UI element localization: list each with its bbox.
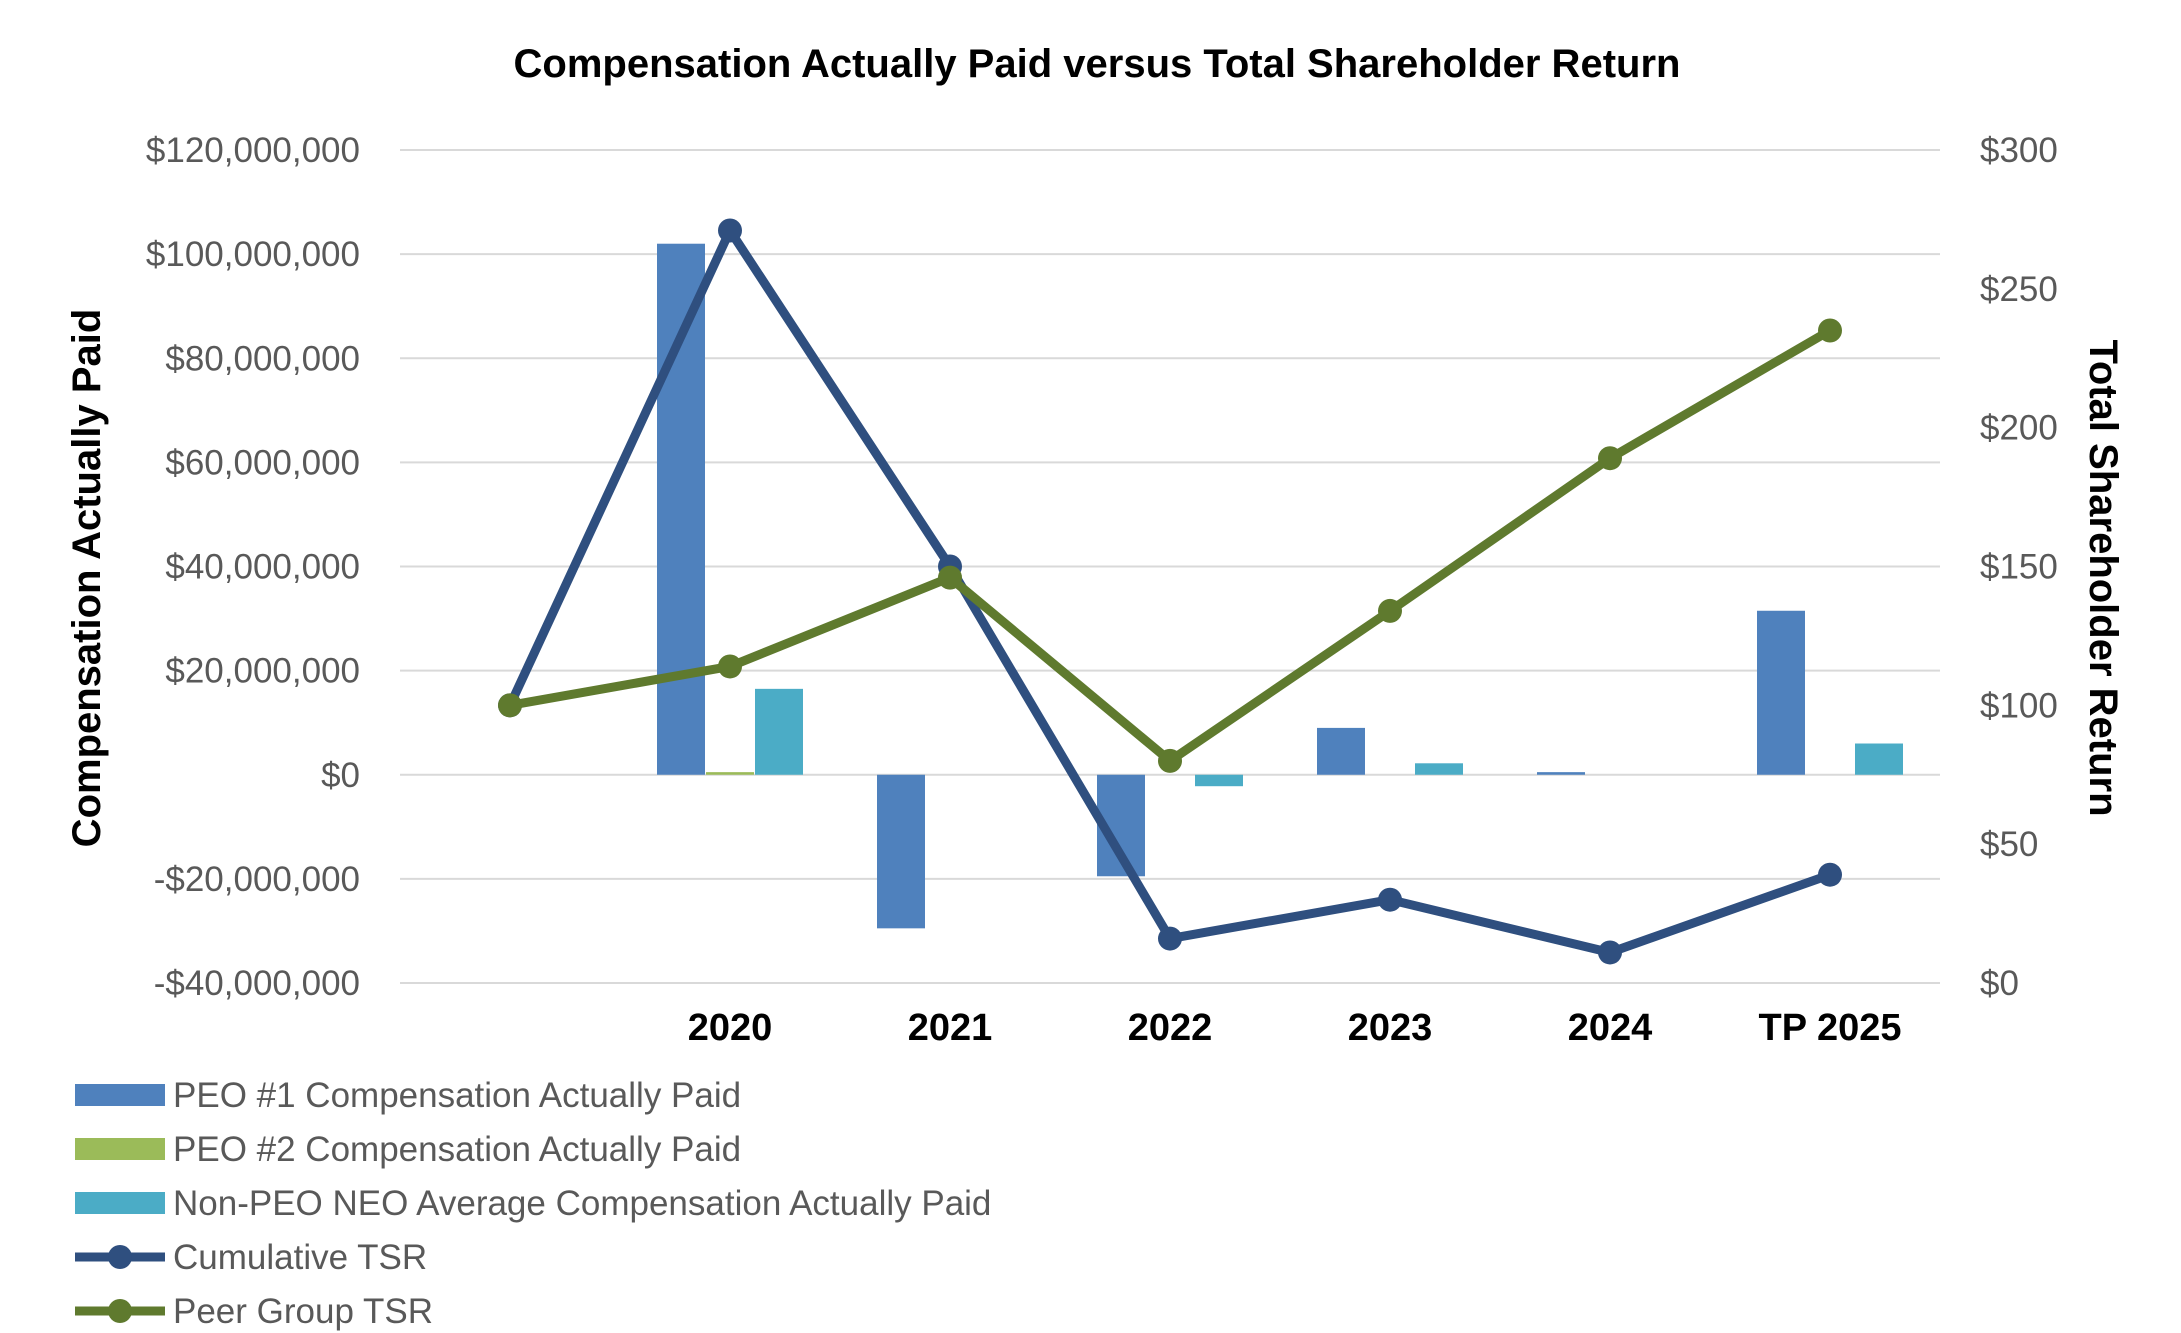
category-label: TP 2025 (1759, 1007, 1902, 1049)
left-axis-title: Compensation Actually Paid (65, 309, 109, 848)
right-tick-label: $200 (1980, 409, 2058, 448)
left-tick-label: $60,000,000 (165, 443, 360, 482)
chart-title: Compensation Actually Paid versus Total … (514, 42, 1681, 86)
category-label: 2022 (1128, 1007, 1213, 1049)
point-peer-group-tsr (1818, 318, 1842, 343)
right-tick-label: $300 (1980, 131, 2058, 170)
right-tick-label: $150 (1980, 548, 2058, 587)
bar-non-peo-neo-average-compensation-actually-paid-2023 (1415, 763, 1463, 775)
gridlines (400, 149, 1940, 984)
point-peer-group-tsr (1378, 598, 1402, 623)
point-peer-group-tsr (938, 565, 962, 590)
left-tick-label: $120,000,000 (146, 131, 360, 170)
left-tick-label: $100,000,000 (146, 235, 360, 274)
bar-peo-1-compensation-actually-paid-2024 (1537, 772, 1585, 775)
legend-label: Cumulative TSR (173, 1238, 427, 1277)
right-tick-label: $250 (1980, 270, 2058, 309)
line-peer-group-tsr (505, 325, 1835, 766)
left-axis-ticks: -$40,000,000 -$20,000,000 $0 $20,000,000 $40… (146, 131, 360, 1003)
bars (657, 243, 1903, 929)
category-label: 2023 (1348, 1007, 1433, 1049)
bar-non-peo-neo-average-compensation-actually-paid-tp-2025 (1855, 743, 1903, 775)
point-peer-group-tsr (1158, 748, 1182, 773)
legend-label: Peer Group TSR (173, 1292, 433, 1331)
point-peer-group-tsr (718, 654, 742, 679)
bar-peo-1-compensation-actually-paid-2020 (657, 243, 705, 775)
bar-peo-1-compensation-actually-paid-2021 (877, 774, 925, 929)
point-cumulative-tsr (1598, 940, 1622, 965)
category-label: 2021 (908, 1007, 993, 1049)
bar-non-peo-neo-average-compensation-actually-paid-2022 (1195, 774, 1243, 787)
left-tick-label: $20,000,000 (165, 652, 360, 691)
line-cumulative-tsr (505, 226, 1835, 957)
legend-swatch (75, 1084, 165, 1106)
x-axis-categories: 2020 2021 2022 2023 2024 TP 2025 (688, 1007, 1902, 1049)
category-label: 2024 (1568, 1007, 1653, 1049)
legend-swatch (75, 1138, 165, 1160)
right-tick-label: $0 (1980, 964, 2019, 1003)
right-axis-ticks: $0 $50 $100 $150 $200 $250 $300 (1980, 131, 2058, 1003)
bar-peo-2-compensation-actually-paid-2020 (706, 772, 754, 775)
left-tick-label: -$20,000,000 (154, 860, 360, 899)
legend-label: PEO #2 Compensation Actually Paid (173, 1130, 741, 1169)
bar-non-peo-neo-average-compensation-actually-paid-2020 (755, 688, 803, 775)
point-peer-group-tsr (1598, 446, 1622, 471)
legend: PEO #1 Compensation Actually Paid PEO #2 … (75, 1076, 991, 1331)
bar-peo-1-compensation-actually-paid-tp-2025 (1757, 610, 1805, 775)
point-cumulative-tsr (1378, 887, 1402, 912)
right-tick-label: $100 (1980, 686, 2058, 725)
left-tick-label: $40,000,000 (165, 548, 360, 587)
point-cumulative-tsr (718, 218, 742, 243)
right-tick-label: $50 (1980, 825, 2038, 864)
bar-peo-1-compensation-actually-paid-2023 (1317, 727, 1365, 775)
legend-marker (108, 1245, 132, 1269)
point-cumulative-tsr (1818, 862, 1842, 887)
point-peer-group-tsr (498, 693, 522, 718)
legend-label: PEO #1 Compensation Actually Paid (173, 1076, 741, 1115)
legend-swatch (75, 1192, 165, 1214)
left-tick-label: $0 (321, 756, 360, 795)
right-axis-title: Total Shareholder Return (2081, 339, 2125, 816)
point-cumulative-tsr (1158, 926, 1182, 951)
tsr-lines (498, 218, 1842, 965)
legend-label: Non-PEO NEO Average Compensation Actuall… (173, 1184, 991, 1223)
left-tick-label: $80,000,000 (165, 339, 360, 378)
legend-marker (108, 1299, 132, 1323)
category-label: 2020 (688, 1007, 773, 1049)
left-tick-label: -$40,000,000 (154, 964, 360, 1003)
